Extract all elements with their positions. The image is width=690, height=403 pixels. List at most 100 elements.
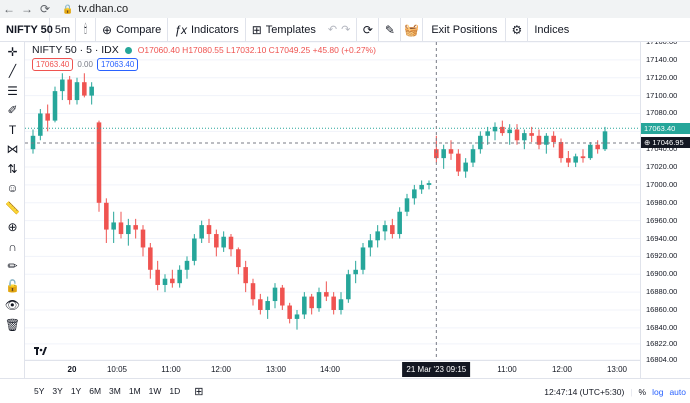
candle-body	[104, 202, 109, 230]
candle-body	[404, 198, 410, 212]
candle-body	[360, 247, 366, 270]
range-button-6m[interactable]: 6M	[89, 386, 102, 396]
range-button-1y[interactable]: 1Y	[70, 386, 82, 396]
candle-body	[199, 225, 204, 239]
edit-button[interactable]: ✎	[379, 17, 402, 42]
brush-icon[interactable]: ✐	[7, 103, 18, 118]
indices-button[interactable]: Indices	[528, 18, 575, 42]
auto-toggle[interactable]: auto	[669, 386, 686, 397]
hide-drawings-icon[interactable]: 👁	[4, 298, 21, 313]
sell-price-button[interactable]: 17063.40	[32, 58, 74, 71]
basket-button[interactable]: 🧺	[401, 17, 424, 42]
candle-body	[324, 292, 329, 297]
trash-icon[interactable]: 🗑	[4, 317, 21, 332]
time-tick-label: 11:00	[161, 365, 181, 374]
candle-body	[485, 131, 490, 136]
crosshair-time-tag: 21 Mar '23 09:15	[402, 362, 471, 377]
compare-button[interactable]: ⊕ Compare	[96, 17, 169, 42]
candle-body	[287, 305, 292, 319]
text-icon[interactable]: T	[8, 122, 17, 137]
magnet-icon[interactable]: ∩	[8, 239, 17, 254]
price-tick-label: 16880.00	[646, 287, 678, 297]
range-button-1w[interactable]: 1W	[148, 386, 162, 396]
draw-mode-icon[interactable]: ✏	[7, 259, 18, 274]
crosshair-icon[interactable]: ✛	[7, 44, 18, 59]
candle-body	[441, 149, 446, 159]
candle-body	[118, 222, 124, 235]
price-axis[interactable]: 17160.00 17140.00 17120.00 17100.00 17080.00…	[640, 42, 690, 378]
exit-positions-button[interactable]: Exit Positions	[423, 17, 507, 42]
lock-drawings-icon[interactable]: 🔓	[5, 278, 20, 293]
refresh-button[interactable]: ⟳	[357, 17, 380, 42]
tradingview-logo	[34, 347, 48, 359]
pattern-icon[interactable]: ⋈	[6, 142, 19, 157]
candlestick-chart[interactable]	[25, 42, 640, 361]
back-icon[interactable]: ←	[3, 2, 15, 16]
price-tick-label: 17140.00	[646, 54, 678, 64]
candle-body	[214, 234, 219, 248]
ruler-icon[interactable]: 📏	[5, 200, 20, 215]
candle-body	[492, 126, 498, 132]
candle-body	[60, 79, 65, 92]
percent-toggle[interactable]: %	[638, 386, 647, 397]
trend-line-icon[interactable]: ╱	[8, 64, 17, 79]
price-tick-label: 16980.00	[646, 197, 678, 207]
templates-label: Templates	[265, 23, 316, 36]
candle-body	[375, 231, 380, 241]
candle-body	[382, 225, 388, 232]
candle-body	[573, 156, 578, 163]
candle-body	[500, 126, 505, 134]
time-tick-label: 10:05	[106, 365, 128, 374]
crosshair-price-tag: ⊕ 17046.95	[641, 137, 690, 149]
price-tick-label: 16804.00	[646, 355, 678, 364]
templates-button[interactable]: ⊞ Templates	[246, 18, 322, 42]
browser-bar: ← → ⟳ 🔒 tv.dhan.co	[0, 0, 690, 18]
range-button-1d[interactable]: 1D	[169, 386, 181, 396]
range-button-3m[interactable]: 3M	[109, 386, 121, 396]
calendar-icon[interactable]: ⊞	[194, 385, 204, 398]
market-status-dot	[124, 46, 132, 54]
address-bar[interactable]: 🔒 tv.dhan.co	[62, 2, 128, 16]
candle-body	[45, 113, 50, 121]
symbol-search-button[interactable]: NIFTY 50	[0, 17, 53, 42]
candle-body	[148, 247, 153, 270]
clock[interactable]: 12:47:14 (UTC+5:30)	[544, 386, 625, 397]
chart-type-button[interactable]: 🕯	[76, 17, 96, 42]
candle-body	[566, 158, 571, 163]
exit-positions-label: Exit Positions	[431, 23, 498, 36]
prediction-icon[interactable]: ⇅	[7, 161, 18, 176]
compare-label: Compare	[116, 23, 162, 36]
templates-icon: ⊞	[251, 22, 262, 37]
time-axis[interactable]: 2010:0511:0012:0013:0014:0010:0511:0012:…	[25, 360, 640, 378]
log-toggle[interactable]: log	[652, 386, 664, 397]
candle-body	[82, 82, 87, 96]
range-button-5y[interactable]: 5Y	[34, 386, 45, 396]
candle-body	[280, 287, 285, 306]
candle-body	[177, 269, 182, 284]
candle-body	[155, 269, 160, 285]
refresh-icon: ⟳	[362, 22, 373, 37]
price-tick-label: 16940.00	[646, 233, 678, 243]
plus-circle-icon: ⊕	[102, 22, 113, 37]
bottom-right-controls: 12:47:14 (UTC+5:30) | % log auto	[544, 379, 686, 403]
indicators-button[interactable]: ƒx Indicators	[168, 17, 246, 42]
forward-icon[interactable]: →	[21, 2, 33, 16]
chart-pane[interactable]	[25, 42, 640, 378]
chart-legend: NIFTY 50 · 5 · IDX O17060.40 H17080.55 L…	[32, 44, 376, 56]
zoom-icon[interactable]: ⊕	[7, 220, 18, 235]
candle-body	[353, 269, 358, 275]
price-tick-label: 17160.00	[646, 42, 677, 46]
emoji-icon[interactable]: ☺	[6, 181, 19, 196]
buy-price-button[interactable]: 17063.40	[96, 58, 139, 71]
interval-button[interactable]: 5m	[50, 17, 76, 42]
undo-icon[interactable]: ↶	[327, 24, 338, 36]
range-button-1m[interactable]: 1M	[128, 386, 141, 396]
settings-button[interactable]: ⚙	[506, 17, 529, 42]
fib-icon[interactable]: ☰	[7, 83, 18, 98]
reload-icon[interactable]: ⟳	[39, 2, 51, 16]
price-tick-label: 17120.00	[646, 72, 678, 82]
range-button-3y[interactable]: 3Y	[52, 386, 63, 396]
redo-icon[interactable]: ↷	[341, 24, 351, 36]
candle-body	[111, 222, 116, 230]
url-text: tv.dhan.co	[78, 3, 129, 15]
